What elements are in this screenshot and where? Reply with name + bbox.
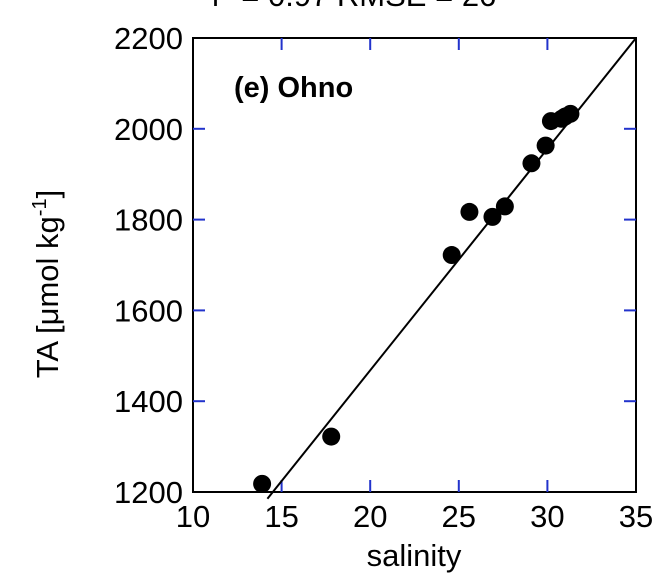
y-tick-label: 1800 bbox=[114, 203, 183, 238]
x-tick-label: 10 bbox=[176, 499, 210, 534]
y-tick-label: 2200 bbox=[114, 21, 183, 56]
header-stats-text: r² = 0.97 RMSE = 26 bbox=[212, 0, 496, 13]
data-point bbox=[536, 136, 555, 155]
y-axis-title-superscript: -1 bbox=[29, 198, 51, 216]
data-point bbox=[522, 154, 541, 173]
y-axis-title: TA [μmol kg-1] bbox=[29, 190, 65, 378]
data-point bbox=[483, 207, 502, 226]
y-tick-label: 2000 bbox=[114, 112, 183, 147]
x-tick-label: 20 bbox=[353, 499, 387, 534]
data-point bbox=[322, 427, 341, 446]
tick-labels: 10 15 20 25 30 35 1200 1400 1600 1800 2000 2200 bbox=[114, 21, 653, 534]
y-tick-label: 1600 bbox=[114, 293, 183, 328]
panel-label: (e) Ohno bbox=[234, 72, 353, 104]
x-tick-label: 25 bbox=[442, 499, 476, 534]
axis-ticks bbox=[193, 38, 636, 492]
data-point bbox=[495, 197, 514, 216]
x-tick-label: 30 bbox=[530, 499, 564, 534]
plot-frame bbox=[192, 37, 637, 493]
y-axis-title-main: TA [μmol kg bbox=[30, 216, 65, 378]
data-point bbox=[253, 474, 272, 493]
data-point bbox=[442, 246, 461, 265]
x-tick-label: 35 bbox=[619, 499, 653, 534]
y-axis-title-close: ] bbox=[30, 190, 65, 199]
data-point bbox=[460, 202, 479, 221]
data-point bbox=[561, 104, 580, 123]
x-axis-title: salinity bbox=[367, 538, 462, 573]
y-tick-label: 1400 bbox=[114, 384, 183, 419]
data-points bbox=[253, 104, 580, 493]
fit-line-layer bbox=[266, 37, 637, 500]
x-tick-label: 15 bbox=[264, 499, 298, 534]
y-tick-label: 1200 bbox=[114, 475, 183, 510]
regression-line bbox=[266, 37, 637, 500]
